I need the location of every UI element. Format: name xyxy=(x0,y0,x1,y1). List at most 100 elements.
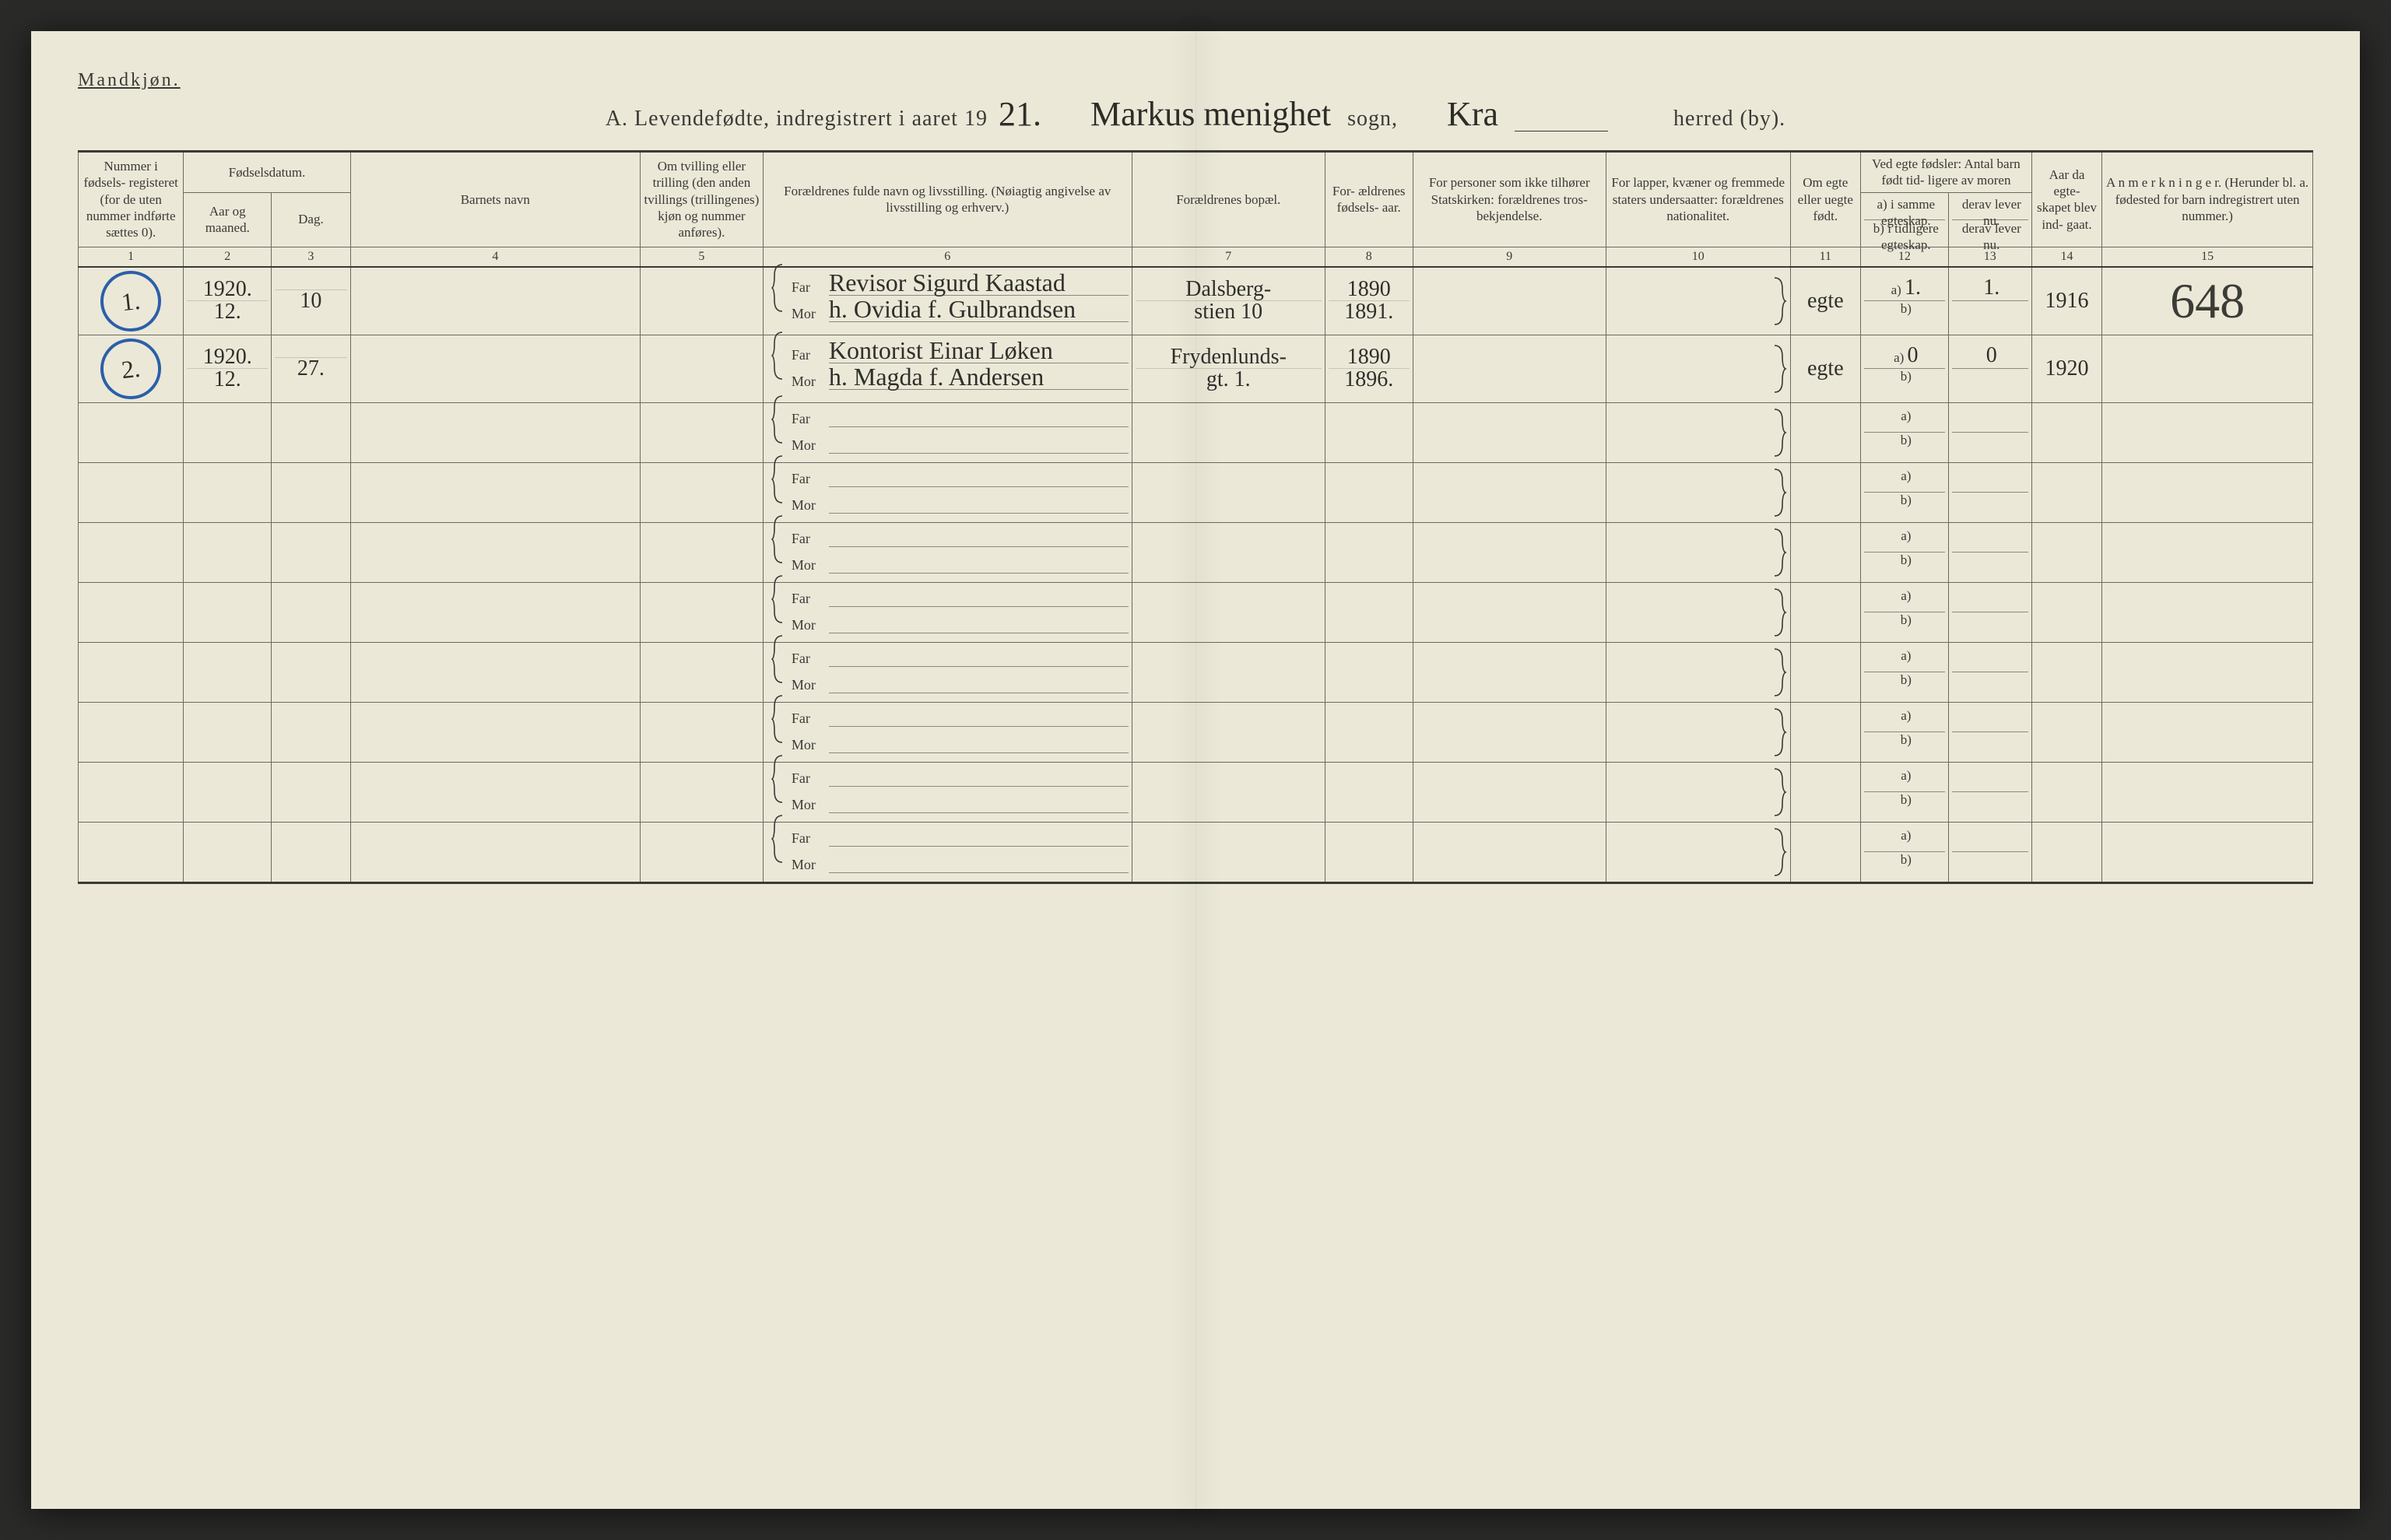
colnum: 2 xyxy=(184,247,272,267)
col-header-12ab: a) i samme egteskap. b) i tidligere egte… xyxy=(1860,192,1948,247)
mor-label: Mor xyxy=(792,737,823,753)
mor-birth: 1896. xyxy=(1344,369,1393,391)
b-line: b) xyxy=(1864,612,1945,636)
residence-cell: Dalsberg- stien 10 xyxy=(1132,267,1325,335)
residence-mor: gt. 1. xyxy=(1206,369,1251,391)
b-alive-line xyxy=(1952,369,2028,392)
col-header-8: For- ældrenes fødsels- aar. xyxy=(1325,152,1413,247)
col12b: b) i tidligere egteskap. xyxy=(1864,220,1945,244)
mor-label: Mor xyxy=(792,617,823,633)
parents-cell-blank: Far Mor xyxy=(763,402,1132,462)
col13-cell: 0 xyxy=(1948,335,2031,402)
parents-cell-blank: Far Mor xyxy=(763,762,1132,822)
year-val: 1920. xyxy=(203,279,252,300)
nationality-cell xyxy=(1606,335,1790,402)
col12-cell-blank: a) b) xyxy=(1860,642,1948,702)
legit-cell: egte xyxy=(1790,335,1860,402)
brace-right-icon xyxy=(1771,276,1787,326)
col13-cell-blank xyxy=(1948,522,2031,582)
brace-icon xyxy=(771,754,785,804)
col-header-2b: Dag. xyxy=(272,192,351,247)
mor-label: Mor xyxy=(792,437,823,454)
colnum: 8 xyxy=(1325,247,1413,267)
marriage-year-cell: 1920 xyxy=(2031,335,2101,402)
colnum: 9 xyxy=(1413,247,1606,267)
far-birth: 1890 xyxy=(1347,279,1391,300)
a-same: 0 xyxy=(1908,343,1919,367)
reg-circle-icon: 2. xyxy=(97,335,164,402)
marriage-year: 1920 xyxy=(2045,356,2089,381)
reg-no-cell: 2. xyxy=(79,335,184,402)
day-val: 27. xyxy=(297,358,325,380)
col13-cell-blank xyxy=(1948,582,2031,642)
day-cell: 27. xyxy=(272,335,351,402)
far-birth: 1890 xyxy=(1347,346,1391,368)
parents-cell: Far Revisor Sigurd Kaastad Mor h. Ovidia… xyxy=(763,267,1132,335)
far-name: Kontorist Einar Løken xyxy=(829,338,1053,363)
parents-cell-blank: Far Mor xyxy=(763,582,1132,642)
legit-val: egte xyxy=(1807,356,1844,381)
parents-cell-blank: Far Mor xyxy=(763,522,1132,582)
b-line: b) xyxy=(1864,792,1945,816)
colnum: 13 xyxy=(1948,247,2031,267)
city-blank xyxy=(1515,107,1608,132)
brace-right-icon xyxy=(1771,408,1787,458)
b-alive-line xyxy=(1952,301,2028,324)
b-line: b) xyxy=(1864,301,1945,324)
reg-no: 1. xyxy=(121,287,142,314)
b-line: b) xyxy=(1864,369,1945,392)
city-hand: Kra xyxy=(1436,95,1509,133)
colnum: 4 xyxy=(350,247,640,267)
residence-far: Frydenlunds- xyxy=(1171,346,1287,368)
col12-cell-blank: a) b) xyxy=(1860,402,1948,462)
colnum: 3 xyxy=(272,247,351,267)
colnum: 10 xyxy=(1606,247,1790,267)
year-val: 1920. xyxy=(203,346,252,368)
parents-cell: Far Kontorist Einar Løken Mor h. Magda f… xyxy=(763,335,1132,402)
col-header-14: Aar da egte- skapet blev ind- gaat. xyxy=(2031,152,2101,247)
residence-mor: stien 10 xyxy=(1194,301,1262,323)
far-label: Far xyxy=(792,710,823,727)
birthyear-cell: 1890 1896. xyxy=(1325,335,1413,402)
reg-no: 2. xyxy=(121,355,142,381)
legit-val: egte xyxy=(1807,289,1844,313)
far-label: Far xyxy=(792,531,823,547)
brace-right-icon xyxy=(1771,588,1787,637)
parish-hand: Markus menighet xyxy=(1080,95,1342,133)
legit-cell: egte xyxy=(1790,267,1860,335)
col-header-2a: Aar og maaned. xyxy=(184,192,272,247)
a-line: a) xyxy=(1864,708,1945,732)
a-line: a) xyxy=(1864,648,1945,672)
parents-cell-blank: Far Mor xyxy=(763,462,1132,522)
confession-cell xyxy=(1413,267,1606,335)
b-line: b) xyxy=(1864,732,1945,756)
far-label: Far xyxy=(792,411,823,427)
col12-cell-blank: a) b) xyxy=(1860,582,1948,642)
brace-right-icon xyxy=(1771,827,1787,877)
remark-cell xyxy=(2102,335,2313,402)
col-header-5: Om tvilling eller trilling (den anden tv… xyxy=(640,152,763,247)
col-header-6: Forældrenes fulde navn og livsstilling. … xyxy=(763,152,1132,247)
far-label: Far xyxy=(792,279,823,296)
colnum: 1 xyxy=(79,247,184,267)
month-val: 12. xyxy=(214,369,241,391)
col-header-13ab: derav lever nu. derav lever nu. xyxy=(1948,192,2031,247)
confession-cell xyxy=(1413,335,1606,402)
mor-label: Mor xyxy=(792,677,823,693)
nationality-cell-blank xyxy=(1606,462,1790,522)
parents-cell-blank: Far Mor xyxy=(763,702,1132,762)
remark-cell: 648 xyxy=(2102,267,2313,335)
colnum: 15 xyxy=(2102,247,2313,267)
brace-icon xyxy=(771,514,785,564)
brace-icon xyxy=(771,634,785,684)
a-same: 1. xyxy=(1905,275,1921,300)
title-prefix: A. Levendefødte, indregistrert i aaret 1… xyxy=(606,107,988,131)
remark-val: 648 xyxy=(2170,273,2245,328)
brace-icon xyxy=(771,814,785,864)
col-header-12top: Ved egte fødsler: Antal barn født tid- l… xyxy=(1860,152,2031,193)
b-line: b) xyxy=(1864,433,1945,456)
far-label: Far xyxy=(792,830,823,847)
nationality-cell xyxy=(1606,267,1790,335)
brace-icon xyxy=(771,263,785,313)
mor-label: Mor xyxy=(792,557,823,574)
